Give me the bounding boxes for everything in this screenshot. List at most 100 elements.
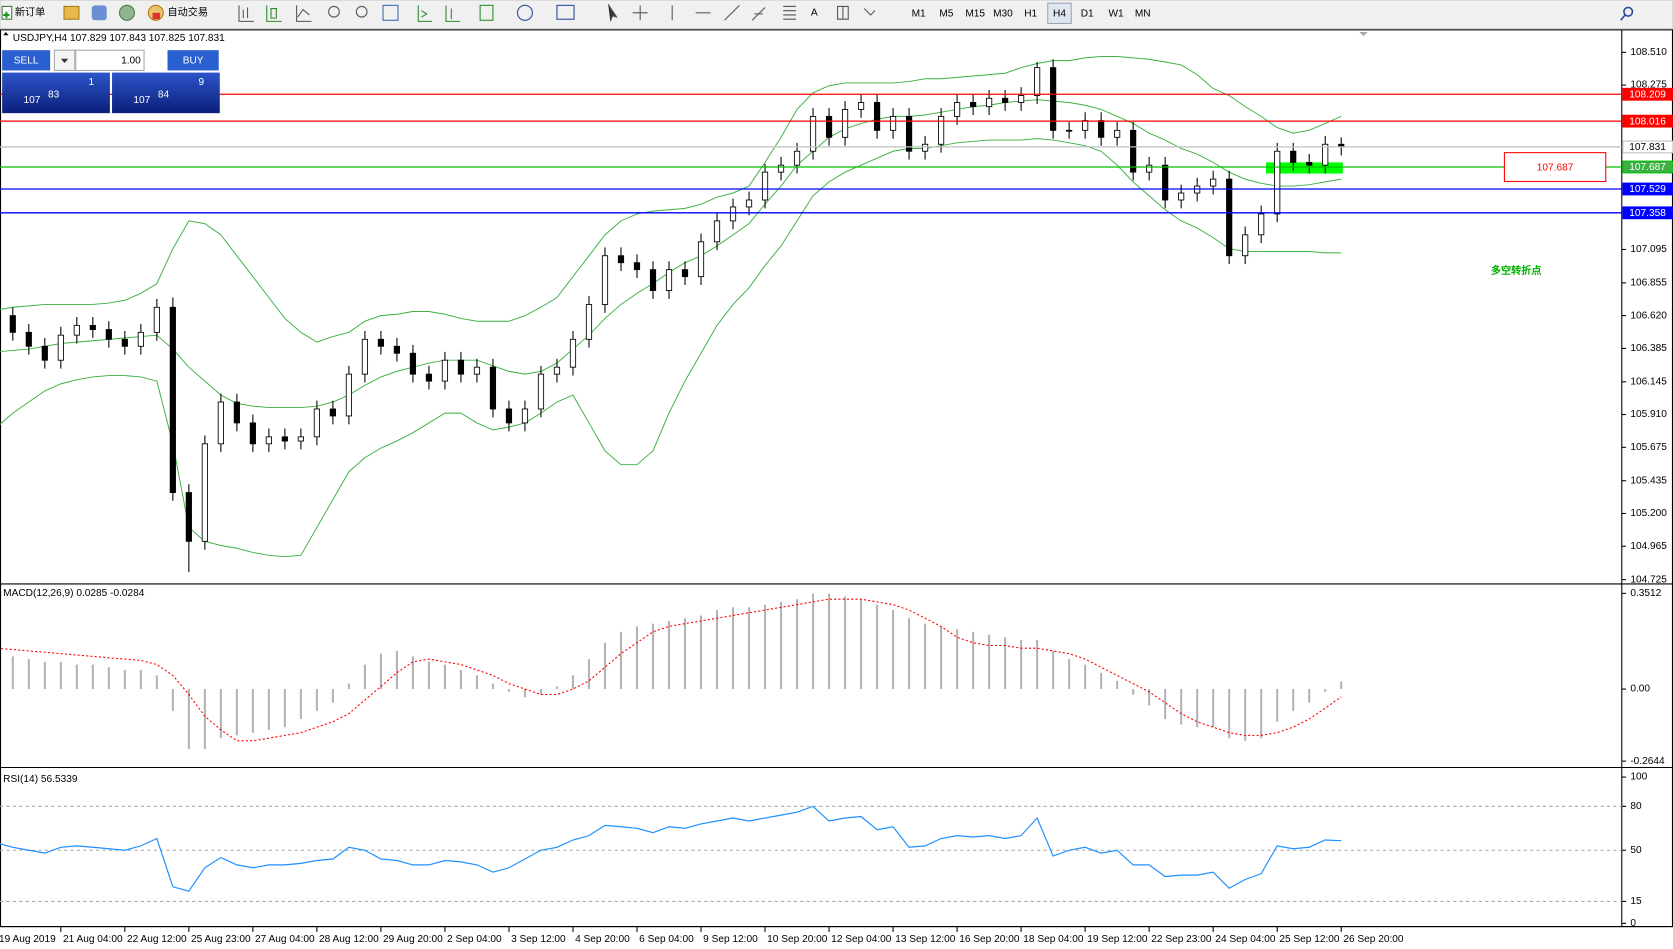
- macd-bar: [299, 689, 302, 720]
- toolbar-icons[interactable]: [238, 3, 876, 22]
- macd-bar: [635, 626, 639, 690]
- candle-body: [1306, 161, 1313, 166]
- price-pips[interactable]: 83: [48, 90, 60, 101]
- auto-trading-button[interactable]: 自动交易: [147, 4, 208, 21]
- candle-body: [889, 115, 897, 131]
- buy-label[interactable]: BUY: [183, 56, 204, 67]
- timeframe-button[interactable]: M15: [965, 9, 985, 20]
- new-order-label[interactable]: 新订单: [15, 5, 45, 18]
- candle-body: [633, 262, 641, 271]
- macd-bar: [827, 593, 831, 690]
- rsi-line: [0, 805, 1342, 892]
- timeframe-button[interactable]: W1: [1108, 9, 1124, 20]
- macd-bar: [411, 656, 414, 690]
- y-tick-label: 108.275: [1630, 80, 1667, 91]
- timeframe-button[interactable]: MN: [1135, 9, 1151, 20]
- candle-body: [105, 329, 112, 340]
- candle-body: [281, 436, 288, 442]
- text-tool-icon[interactable]: A: [811, 7, 818, 18]
- y-tick-label: 80: [1630, 801, 1642, 812]
- candle-body: [393, 345, 401, 354]
- candle-body: [665, 269, 673, 291]
- macd-bar: [427, 661, 431, 690]
- sell-label[interactable]: SELL: [14, 56, 39, 67]
- icon[interactable]: [91, 5, 107, 21]
- macd-bar: [187, 689, 190, 750]
- search-icon[interactable]: [1620, 6, 1634, 21]
- y-tick-label: 105.675: [1630, 442, 1667, 453]
- x-tick-label: 2 Sep 04:00: [447, 934, 502, 945]
- candle-body: [825, 115, 833, 138]
- macd-bar: [1196, 689, 1199, 728]
- macd-bar: [940, 626, 943, 690]
- new-order-button[interactable]: 新订单: [1, 5, 45, 20]
- macd-bar: [892, 610, 895, 690]
- candle-body: [249, 422, 256, 445]
- indicator-title: MACD(12,26,9) 0.0285 -0.0284: [3, 588, 145, 599]
- y-tick-label: 106.620: [1630, 310, 1667, 321]
- candle-body: [1018, 95, 1025, 103]
- volume-input[interactable]: [75, 49, 145, 71]
- candle-body: [121, 338, 128, 347]
- macd-bar: [379, 653, 382, 690]
- candle-body: [745, 199, 753, 208]
- candle-body: [1066, 129, 1073, 132]
- y-tick-label: 0.3512: [1630, 588, 1661, 599]
- price-pips[interactable]: 84: [158, 90, 170, 101]
- price-big-figure[interactable]: 107: [23, 95, 40, 106]
- icon[interactable]: [63, 5, 80, 20]
- price-fraction[interactable]: 9: [198, 77, 204, 88]
- candle-body: [1178, 192, 1185, 201]
- macd-bar: [1340, 681, 1343, 690]
- zone: [1265, 162, 1343, 174]
- icon[interactable]: [118, 4, 135, 21]
- candle-body: [1322, 143, 1329, 166]
- x-tick-label: 16 Sep 20:00: [959, 934, 1020, 945]
- candle-body: [9, 315, 16, 333]
- price-big-figure[interactable]: 107: [133, 95, 150, 106]
- timeframe-button[interactable]: H1: [1024, 9, 1037, 20]
- macd-bar: [1244, 689, 1247, 741]
- timeframe-button[interactable]: M30: [993, 9, 1013, 20]
- auto-trading-label[interactable]: 自动交易: [168, 5, 208, 18]
- macd-bar: [587, 659, 591, 690]
- timeframe-button[interactable]: M1: [912, 9, 926, 20]
- buy-price-box[interactable]: [112, 72, 220, 114]
- candle-body: [1114, 129, 1121, 138]
- candle-body: [1226, 178, 1233, 257]
- macd-signal: [0, 598, 1342, 742]
- candle-body: [1098, 120, 1105, 138]
- candle-body: [617, 255, 625, 264]
- candle-body: [345, 373, 353, 417]
- macd-bar: [1324, 689, 1327, 692]
- macd-bar: [667, 620, 671, 690]
- candle-body: [89, 324, 96, 330]
- candle-body: [489, 366, 497, 410]
- macd-bar: [1052, 650, 1055, 690]
- y-tick-label: 0: [1630, 918, 1636, 929]
- candle-body: [841, 109, 849, 138]
- timeframe-button[interactable]: M5: [939, 9, 953, 20]
- timeframe-button[interactable]: D1: [1081, 9, 1094, 20]
- candle-body: [1290, 150, 1297, 163]
- volume-value[interactable]: 1.00: [121, 56, 141, 67]
- timeframe-button[interactable]: H4: [1053, 9, 1066, 20]
- toolbar: [0, 0, 1673, 30]
- x-tick-label: 22 Aug 12:00: [127, 934, 187, 945]
- candle-body: [585, 304, 593, 340]
- macd-bar: [1180, 689, 1183, 725]
- sell-button[interactable]: [2, 50, 51, 71]
- y-tick-label: 106.385: [1630, 343, 1667, 354]
- candle-body: [377, 338, 385, 347]
- macd-bar: [1020, 640, 1023, 690]
- buy-button[interactable]: [167, 50, 219, 71]
- collapse-icon[interactable]: [3, 32, 9, 36]
- x-tick-label: 10 Sep 20:00: [767, 934, 828, 945]
- timeframe-active[interactable]: [1047, 2, 1072, 25]
- sell-price-box[interactable]: [2, 72, 110, 114]
- price-label-box: [1622, 87, 1673, 101]
- macd-bar: [347, 683, 350, 690]
- candle-body: [217, 401, 224, 445]
- price-fraction[interactable]: 1: [89, 77, 95, 88]
